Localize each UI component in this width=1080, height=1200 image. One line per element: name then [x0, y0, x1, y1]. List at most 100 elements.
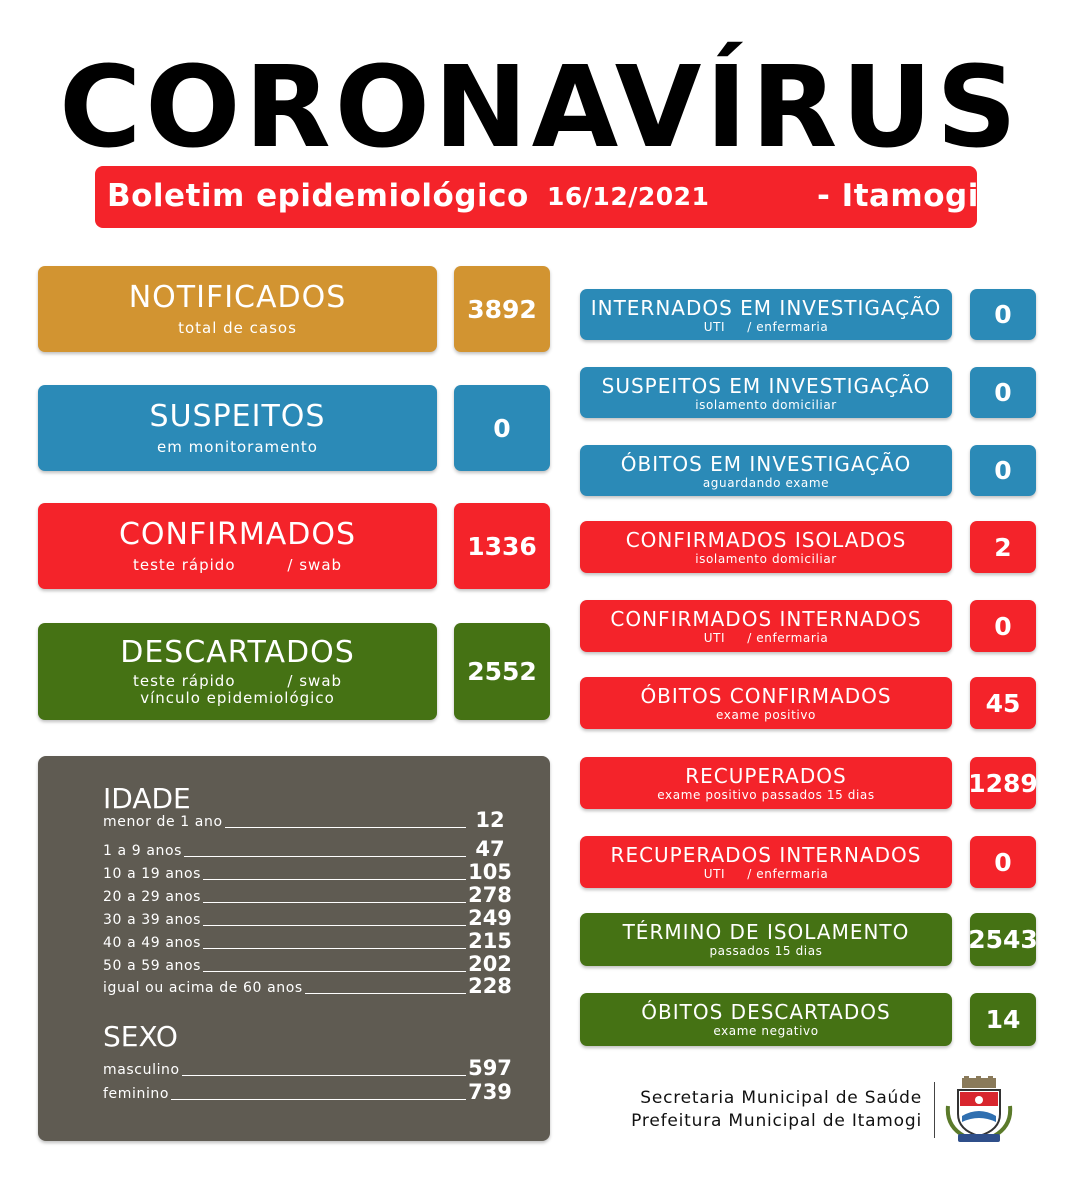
age-label: menor de 1 ano: [103, 814, 225, 830]
age-value: 249: [468, 906, 512, 930]
idade-title: IDADE: [103, 782, 191, 815]
card-sub: isolamento domiciliar: [695, 552, 837, 566]
suspeitos-title: SUSPEITOS: [149, 399, 326, 434]
age-value: 105: [468, 860, 512, 884]
confirmados-isolados-card: CONFIRMADOS ISOLADOS isolamento domicili…: [580, 521, 952, 573]
age-value: 278: [468, 883, 512, 907]
confirmados-card: CONFIRMADOS teste rápido / swab: [38, 503, 437, 589]
descartados-value: 2552: [454, 623, 550, 720]
sexo-title: SEXO: [103, 1020, 178, 1053]
notificados-card: NOTIFICADOS total de casos: [38, 266, 437, 352]
leader-line: [103, 1075, 466, 1076]
termino-isolamento-card: TÉRMINO DE ISOLAMENTO passados 15 dias: [580, 913, 952, 966]
age-row: 20 a 29 anos 278: [103, 883, 513, 907]
card-title: CONFIRMADOS INTERNADOS: [610, 607, 922, 631]
card-sub: aguardando exame: [702, 476, 830, 490]
internados-investigacao-value: 0: [970, 289, 1036, 340]
bulletin-banner: Boletim epidemiológico 16/12/2021 - Itam…: [95, 166, 1070, 228]
age-value: 228: [468, 974, 512, 998]
confirmados-title: CONFIRMADOS: [118, 517, 357, 552]
internados-investigacao-card: INTERNADOS EM INVESTIGAÇÃO UTI / enferma…: [580, 289, 952, 340]
card-sub: exame negativo: [713, 1024, 819, 1038]
card-title: RECUPERADOS: [685, 764, 847, 788]
age-value: 47: [475, 837, 505, 861]
card-title: CONFIRMADOS ISOLADOS: [625, 528, 907, 552]
leader-line: [103, 1099, 466, 1100]
obitos-confirmados-card: ÓBITOS CONFIRMADOS exame positivo: [580, 677, 952, 729]
confirmados-internados-card: CONFIRMADOS INTERNADOS UTI / enfermaria: [580, 600, 952, 652]
suspeitos-card: SUSPEITOS em monitoramento: [38, 385, 437, 471]
leader-line: [103, 902, 466, 903]
bulletin-date: 16/12/2021: [547, 182, 710, 211]
termino-isolamento-value: 2543: [968, 913, 1038, 966]
suspeitos-value: 0: [454, 385, 550, 471]
card-title: RECUPERADOS INTERNADOS: [610, 843, 922, 867]
card-title: ÓBITOS DESCARTADOS: [641, 1000, 891, 1024]
card-title: SUSPEITOS EM INVESTIGAÇÃO: [601, 374, 931, 398]
age-value: 12: [475, 808, 505, 832]
footer-credits: Secretaria Municipal de Saúde Prefeitura…: [600, 1087, 922, 1133]
recuperados-value: 1289: [968, 757, 1038, 809]
obitos-confirmados-value: 45: [970, 677, 1036, 729]
leader-line: [103, 925, 466, 926]
notificados-value: 3892: [454, 266, 550, 352]
sex-row: feminino 739: [103, 1080, 513, 1104]
card-sub: exame positivo: [716, 708, 816, 722]
sex-label: feminino: [103, 1086, 172, 1102]
confirmados-value: 1336: [454, 503, 550, 589]
card-sub: UTI / enfermaria: [703, 631, 829, 645]
age-row: 50 a 59 anos 202: [103, 952, 513, 976]
card-title: ÓBITOS EM INVESTIGAÇÃO: [620, 452, 912, 476]
age-value: 202: [468, 952, 512, 976]
footer-divider: [934, 1082, 935, 1138]
bulletin-place: - Itamogi / MG: [817, 178, 1071, 214]
notificados-title: NOTIFICADOS: [128, 280, 347, 315]
sex-label: masculino: [103, 1062, 182, 1078]
age-label: 10 a 19 anos: [103, 866, 204, 882]
recuperados-card: RECUPERADOS exame positivo passados 15 d…: [580, 757, 952, 809]
confirmados-sub: teste rápido / swab: [132, 556, 343, 574]
age-row: 1 a 9 anos 47: [103, 837, 513, 861]
sex-row: masculino 597: [103, 1056, 513, 1080]
age-value: 215: [468, 929, 512, 953]
age-label: igual ou acima de 60 anos: [103, 980, 305, 996]
descartados-title: DESCARTADOS: [120, 635, 355, 670]
obitos-investigacao-value: 0: [970, 445, 1036, 496]
card-title: INTERNADOS EM INVESTIGAÇÃO: [590, 296, 942, 320]
age-label: 50 a 59 anos: [103, 958, 204, 974]
card-sub: UTI / enfermaria: [703, 320, 829, 334]
footer-prefeitura: Prefeitura Municipal de Itamogi: [631, 1111, 922, 1131]
leader-line: [103, 879, 466, 880]
municipal-coat-of-arms-icon: [945, 1076, 1013, 1142]
leader-line: [103, 827, 466, 828]
descartados-sub: teste rápido / swab vínculo epidemiológi…: [132, 672, 343, 707]
leader-line: [103, 856, 466, 857]
footer-secretaria: Secretaria Municipal de Saúde: [640, 1088, 922, 1108]
card-title: ÓBITOS CONFIRMADOS: [640, 684, 892, 708]
age-label: 30 a 39 anos: [103, 912, 204, 928]
age-row: 10 a 19 anos 105: [103, 860, 513, 884]
recuperados-internados-card: RECUPERADOS INTERNADOS UTI / enfermaria: [580, 836, 952, 888]
card-sub: exame positivo passados 15 dias: [657, 788, 875, 802]
age-label: 20 a 29 anos: [103, 889, 204, 905]
card-title: TÉRMINO DE ISOLAMENTO: [622, 920, 910, 944]
descartados-card: DESCARTADOS teste rápido / swab vínculo …: [38, 623, 437, 720]
age-row: igual ou acima de 60 anos 228: [103, 974, 513, 998]
confirmados-isolados-value: 2: [970, 521, 1036, 573]
bulletin-label: Boletim epidemiológico: [107, 178, 529, 214]
recuperados-internados-value: 0: [970, 836, 1036, 888]
suspeitos-sub: em monitoramento: [157, 438, 318, 456]
notificados-sub: total de casos: [178, 319, 297, 337]
leader-line: [103, 971, 466, 972]
age-label: 40 a 49 anos: [103, 935, 204, 951]
age-row: menor de 1 ano 12: [103, 808, 513, 832]
sex-value: 597: [468, 1056, 512, 1080]
obitos-descartados-value: 14: [970, 993, 1036, 1046]
page-title: CORONAVÍRUS: [59, 43, 1021, 173]
obitos-investigacao-card: ÓBITOS EM INVESTIGAÇÃO aguardando exame: [580, 445, 952, 496]
sex-value: 739: [468, 1080, 512, 1104]
card-sub: UTI / enfermaria: [703, 867, 829, 881]
card-sub: isolamento domiciliar: [695, 398, 837, 412]
card-sub: passados 15 dias: [709, 944, 823, 958]
age-row: 40 a 49 anos 215: [103, 929, 513, 953]
